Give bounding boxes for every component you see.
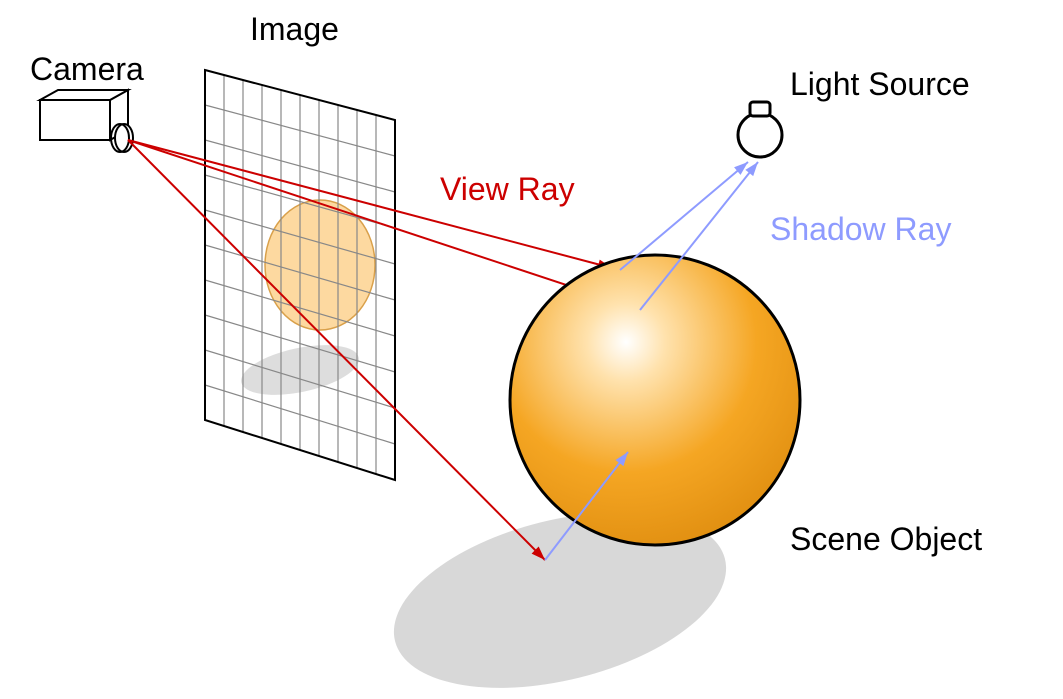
light-source-icon bbox=[738, 102, 782, 157]
label-scene-object: Scene Object bbox=[790, 521, 982, 557]
scene-sphere bbox=[510, 255, 800, 545]
label-image: Image bbox=[250, 11, 339, 47]
labels: Camera Image Light Source View Ray Shadow Ra… bbox=[30, 11, 982, 557]
image-plane bbox=[205, 70, 395, 480]
label-camera: Camera bbox=[30, 51, 144, 87]
label-view-ray: View Ray bbox=[440, 171, 575, 207]
label-light-source: Light Source bbox=[790, 66, 970, 102]
raytracing-diagram: Camera Image Light Source View Ray Shadow Ra… bbox=[0, 0, 1063, 699]
label-shadow-ray: Shadow Ray bbox=[770, 211, 951, 247]
camera-icon bbox=[40, 90, 133, 152]
